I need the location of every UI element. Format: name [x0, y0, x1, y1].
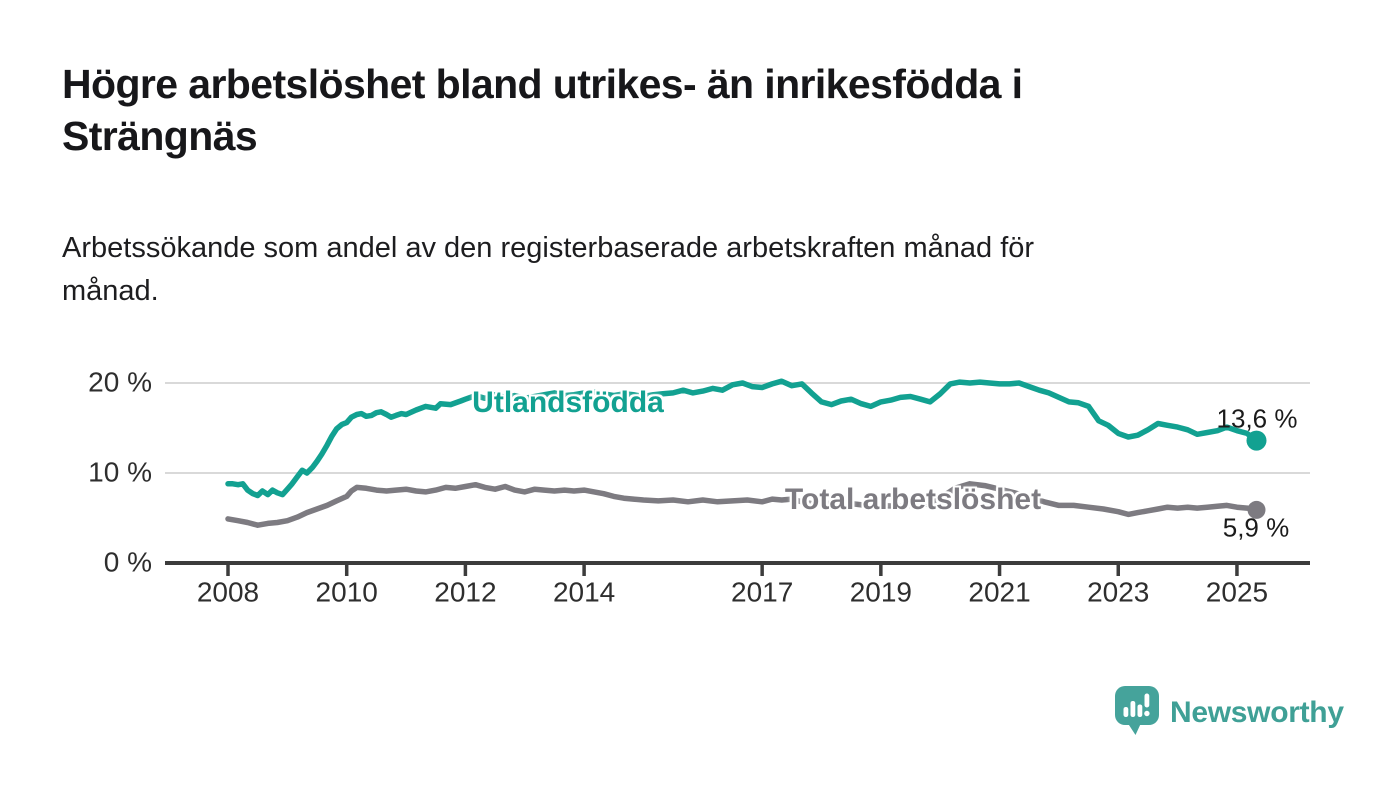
- x-tick-label: 2010: [316, 576, 378, 607]
- x-tick-label: 2019: [850, 576, 912, 607]
- y-tick-label: 0 %: [104, 546, 152, 577]
- newsworthy-logo: Newsworthy: [1115, 686, 1344, 736]
- y-tick-label: 20 %: [88, 366, 152, 397]
- x-tick-label: 2023: [1087, 576, 1149, 607]
- series-label-utlandsfodda: Utlandsfödda: [472, 386, 664, 419]
- x-tick-label: 2017: [731, 576, 793, 607]
- newsworthy-wordmark: Newsworthy: [1170, 696, 1344, 729]
- x-tick-label: 2025: [1206, 576, 1268, 607]
- end-dot-1: [1246, 430, 1267, 451]
- x-tick-label: 2008: [197, 576, 259, 607]
- page-title: Högre arbetslöshet bland utrikes- än inr…: [62, 58, 1112, 163]
- series-line-2: [225, 481, 1260, 528]
- series-line-1: [225, 378, 1260, 499]
- page-subtitle: Arbetssökande som andel av den registerb…: [62, 227, 1282, 313]
- series-label-total-arbetsloshet: Total arbetslöshet: [784, 483, 1042, 516]
- x-tick-label: 2014: [553, 576, 615, 607]
- page-title-line-1: Högre arbetslöshet bland utrikes- än inr…: [62, 61, 1023, 107]
- page-title-line-2: Strängnäs: [62, 113, 258, 160]
- x-tick-label: 2012: [434, 576, 496, 607]
- end-value-label-total: 5,9 %: [1222, 512, 1290, 543]
- newsworthy-bubble-chart-icon: [1115, 686, 1159, 735]
- page-subtitle-line-1: Arbetssökande som andel av den registerb…: [62, 232, 1035, 264]
- y-tick-label: 10 %: [88, 456, 152, 487]
- end-value-label-utlandsfodda: 13,6 %: [1216, 403, 1298, 434]
- page-subtitle-line-2: månad.: [62, 274, 159, 307]
- end-dot-2: [1247, 500, 1266, 519]
- x-tick-label: 2021: [968, 576, 1030, 607]
